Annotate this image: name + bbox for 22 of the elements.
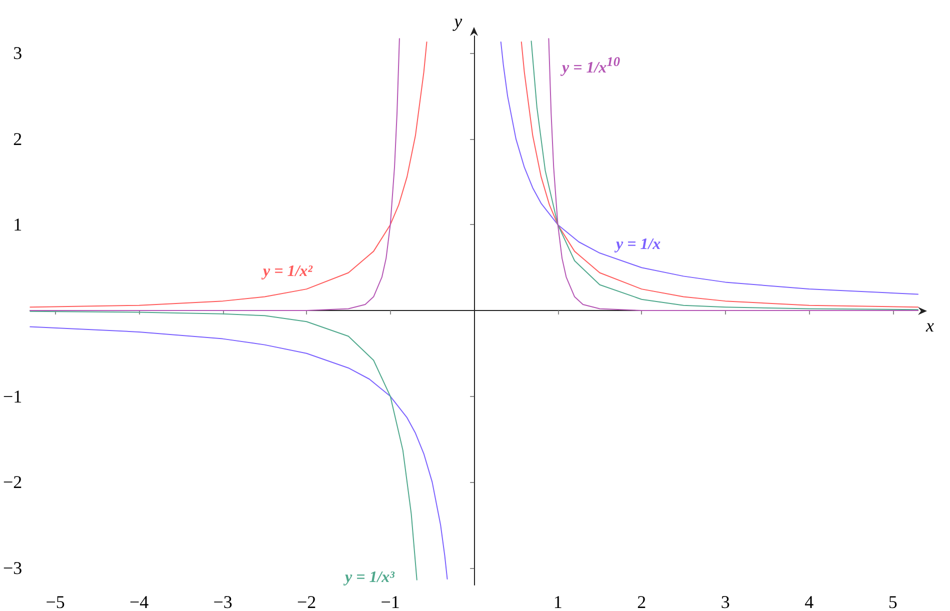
annotation: y = 1/x$^{10}$ [562, 53, 620, 78]
y-axis-title: y [452, 11, 462, 31]
x-tick-label: −1 [380, 592, 400, 611]
x-tick-label: 2 [637, 592, 646, 611]
y-tick-label: −2 [2, 472, 22, 492]
annotation: y = 1/x² [263, 263, 312, 281]
x-tick-label: −3 [213, 592, 232, 611]
annotation: y = 1/x³ [345, 569, 394, 587]
annotation: y = 1/x [616, 236, 661, 254]
x-tick-label: −4 [129, 592, 149, 611]
x-tick-label: −2 [296, 592, 316, 611]
y-tick-label: 2 [13, 128, 22, 149]
x-tick-label: 5 [888, 592, 898, 611]
y-tick-label: 3 [13, 43, 22, 64]
y-tick-label: −3 [2, 558, 22, 578]
x-tick-label: −5 [46, 592, 65, 611]
x-tick-label: 4 [804, 592, 814, 611]
x-tick-label: 3 [720, 592, 730, 611]
y-tick-label: 1 [13, 214, 22, 235]
x-axis-title: x [925, 316, 934, 336]
y-tick-label: −1 [2, 386, 22, 406]
x-tick-label: 1 [553, 592, 562, 611]
